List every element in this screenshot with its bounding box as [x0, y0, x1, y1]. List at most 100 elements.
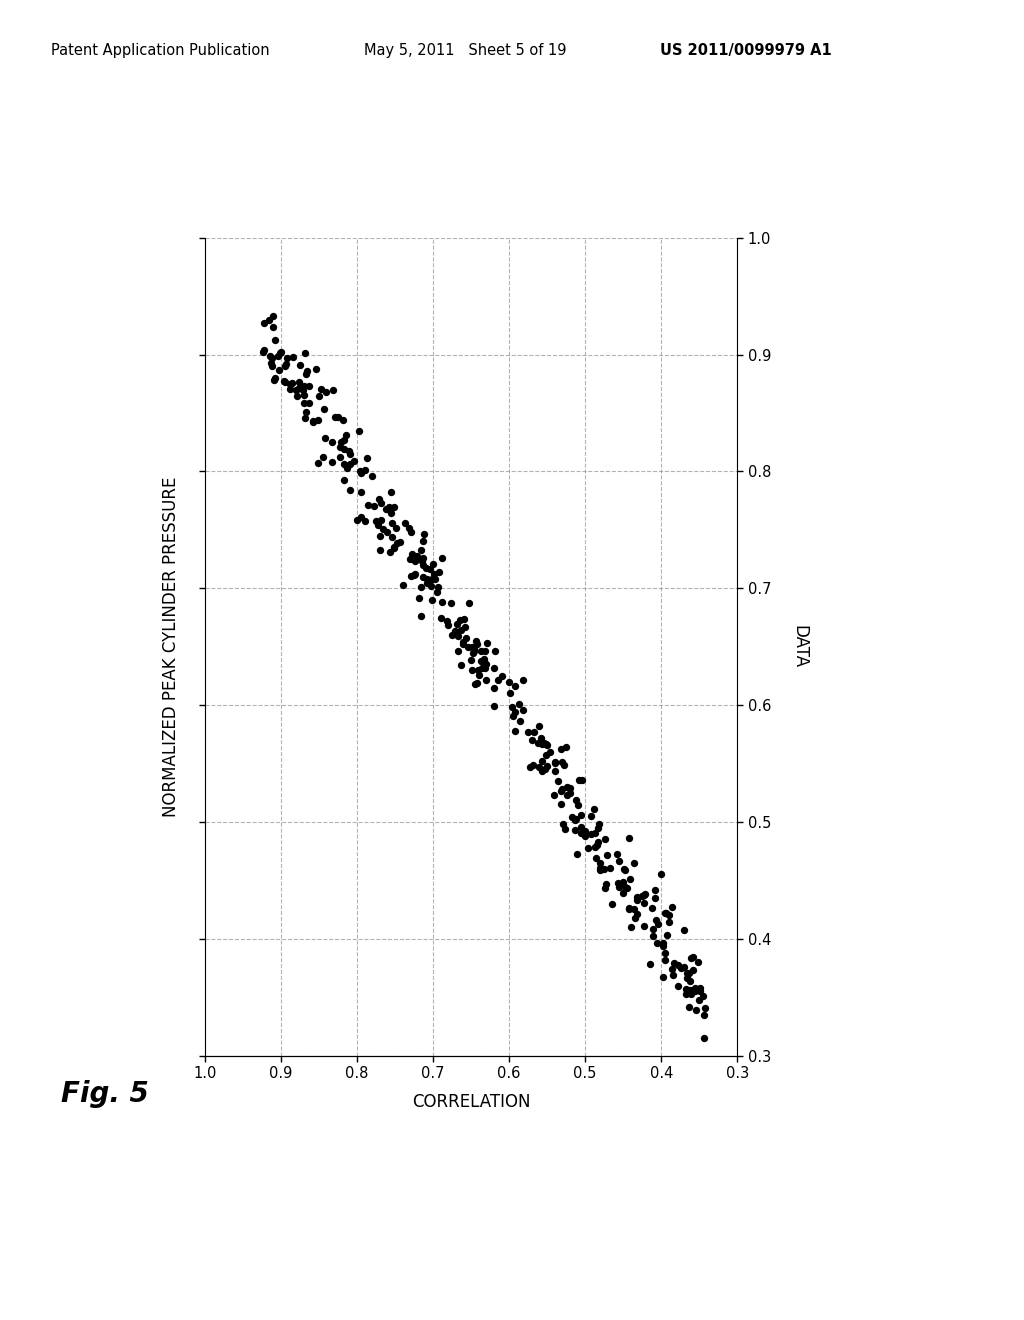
Point [478, 653, 495, 675]
Point [547, 752, 563, 774]
Point [443, 624, 460, 645]
Point [296, 375, 312, 396]
Point [305, 412, 322, 433]
Y-axis label: NORMALIZED PEAK CYLINDER PRESSURE: NORMALIZED PEAK CYLINDER PRESSURE [163, 477, 180, 817]
Point [592, 858, 608, 879]
Point [429, 582, 445, 603]
Point [297, 342, 313, 363]
Text: Fig. 5: Fig. 5 [61, 1080, 150, 1109]
Point [692, 979, 709, 1001]
Point [670, 954, 686, 975]
Point [583, 805, 599, 826]
Point [439, 614, 456, 635]
Point [266, 370, 283, 391]
Point [646, 879, 663, 900]
Point [553, 739, 569, 760]
Point [524, 729, 541, 750]
Point [664, 896, 680, 917]
Point [282, 374, 298, 395]
Point [391, 531, 408, 552]
Point [456, 609, 472, 630]
Point [409, 548, 425, 569]
Point [615, 858, 632, 879]
Point [627, 908, 643, 929]
Point [378, 499, 394, 520]
Point [469, 634, 485, 655]
Point [415, 548, 431, 569]
Point [538, 733, 554, 754]
Point [559, 777, 575, 799]
Point [629, 887, 645, 908]
Point [383, 503, 399, 524]
Point [419, 572, 435, 593]
Point [470, 664, 486, 685]
Point [568, 843, 585, 865]
Point [666, 952, 682, 973]
Point [623, 916, 639, 937]
Point [530, 733, 547, 754]
Point [678, 968, 694, 989]
Point [621, 898, 637, 919]
Point [473, 640, 489, 661]
Point [336, 454, 352, 475]
Point [596, 858, 612, 879]
Point [299, 360, 315, 381]
Point [511, 710, 527, 731]
Point [530, 756, 547, 777]
Point [453, 610, 469, 631]
Point [400, 517, 417, 539]
Point [688, 999, 705, 1020]
Point [558, 737, 574, 758]
Point [536, 733, 552, 754]
Point [691, 989, 708, 1010]
Point [485, 677, 502, 698]
Point [309, 453, 326, 474]
Point [296, 392, 312, 413]
Point [653, 863, 670, 884]
Point [578, 821, 594, 842]
Point [504, 697, 520, 718]
Point [570, 770, 587, 791]
Point [262, 352, 279, 374]
Point [422, 558, 438, 579]
Point [311, 385, 328, 407]
Point [364, 465, 380, 486]
Point [615, 882, 632, 903]
Point [550, 771, 566, 792]
Point [615, 871, 632, 892]
Point [676, 920, 692, 941]
Point [687, 977, 703, 998]
Point [394, 574, 411, 595]
Point [530, 715, 547, 737]
Point [556, 818, 572, 840]
Point [433, 591, 450, 612]
Point [465, 643, 481, 664]
Point [556, 755, 572, 776]
Point [411, 587, 427, 609]
Point [372, 540, 388, 561]
Point [592, 859, 608, 880]
Point [489, 669, 506, 690]
Point [649, 933, 666, 954]
Point [505, 705, 521, 726]
Point [567, 789, 584, 810]
Point [537, 759, 553, 780]
Point [372, 525, 388, 546]
Point [295, 384, 311, 405]
Point [453, 653, 469, 675]
Point [542, 742, 558, 763]
Point [621, 898, 637, 919]
Point [266, 367, 283, 388]
Point [425, 553, 441, 574]
Point [424, 569, 440, 590]
Point [336, 429, 352, 450]
Point [559, 784, 575, 805]
Point [272, 342, 289, 363]
Point [538, 744, 554, 766]
Point [455, 634, 471, 655]
Point [324, 451, 340, 473]
Point [461, 591, 477, 612]
Point [473, 657, 489, 678]
Point [291, 378, 307, 399]
Point [298, 401, 314, 422]
